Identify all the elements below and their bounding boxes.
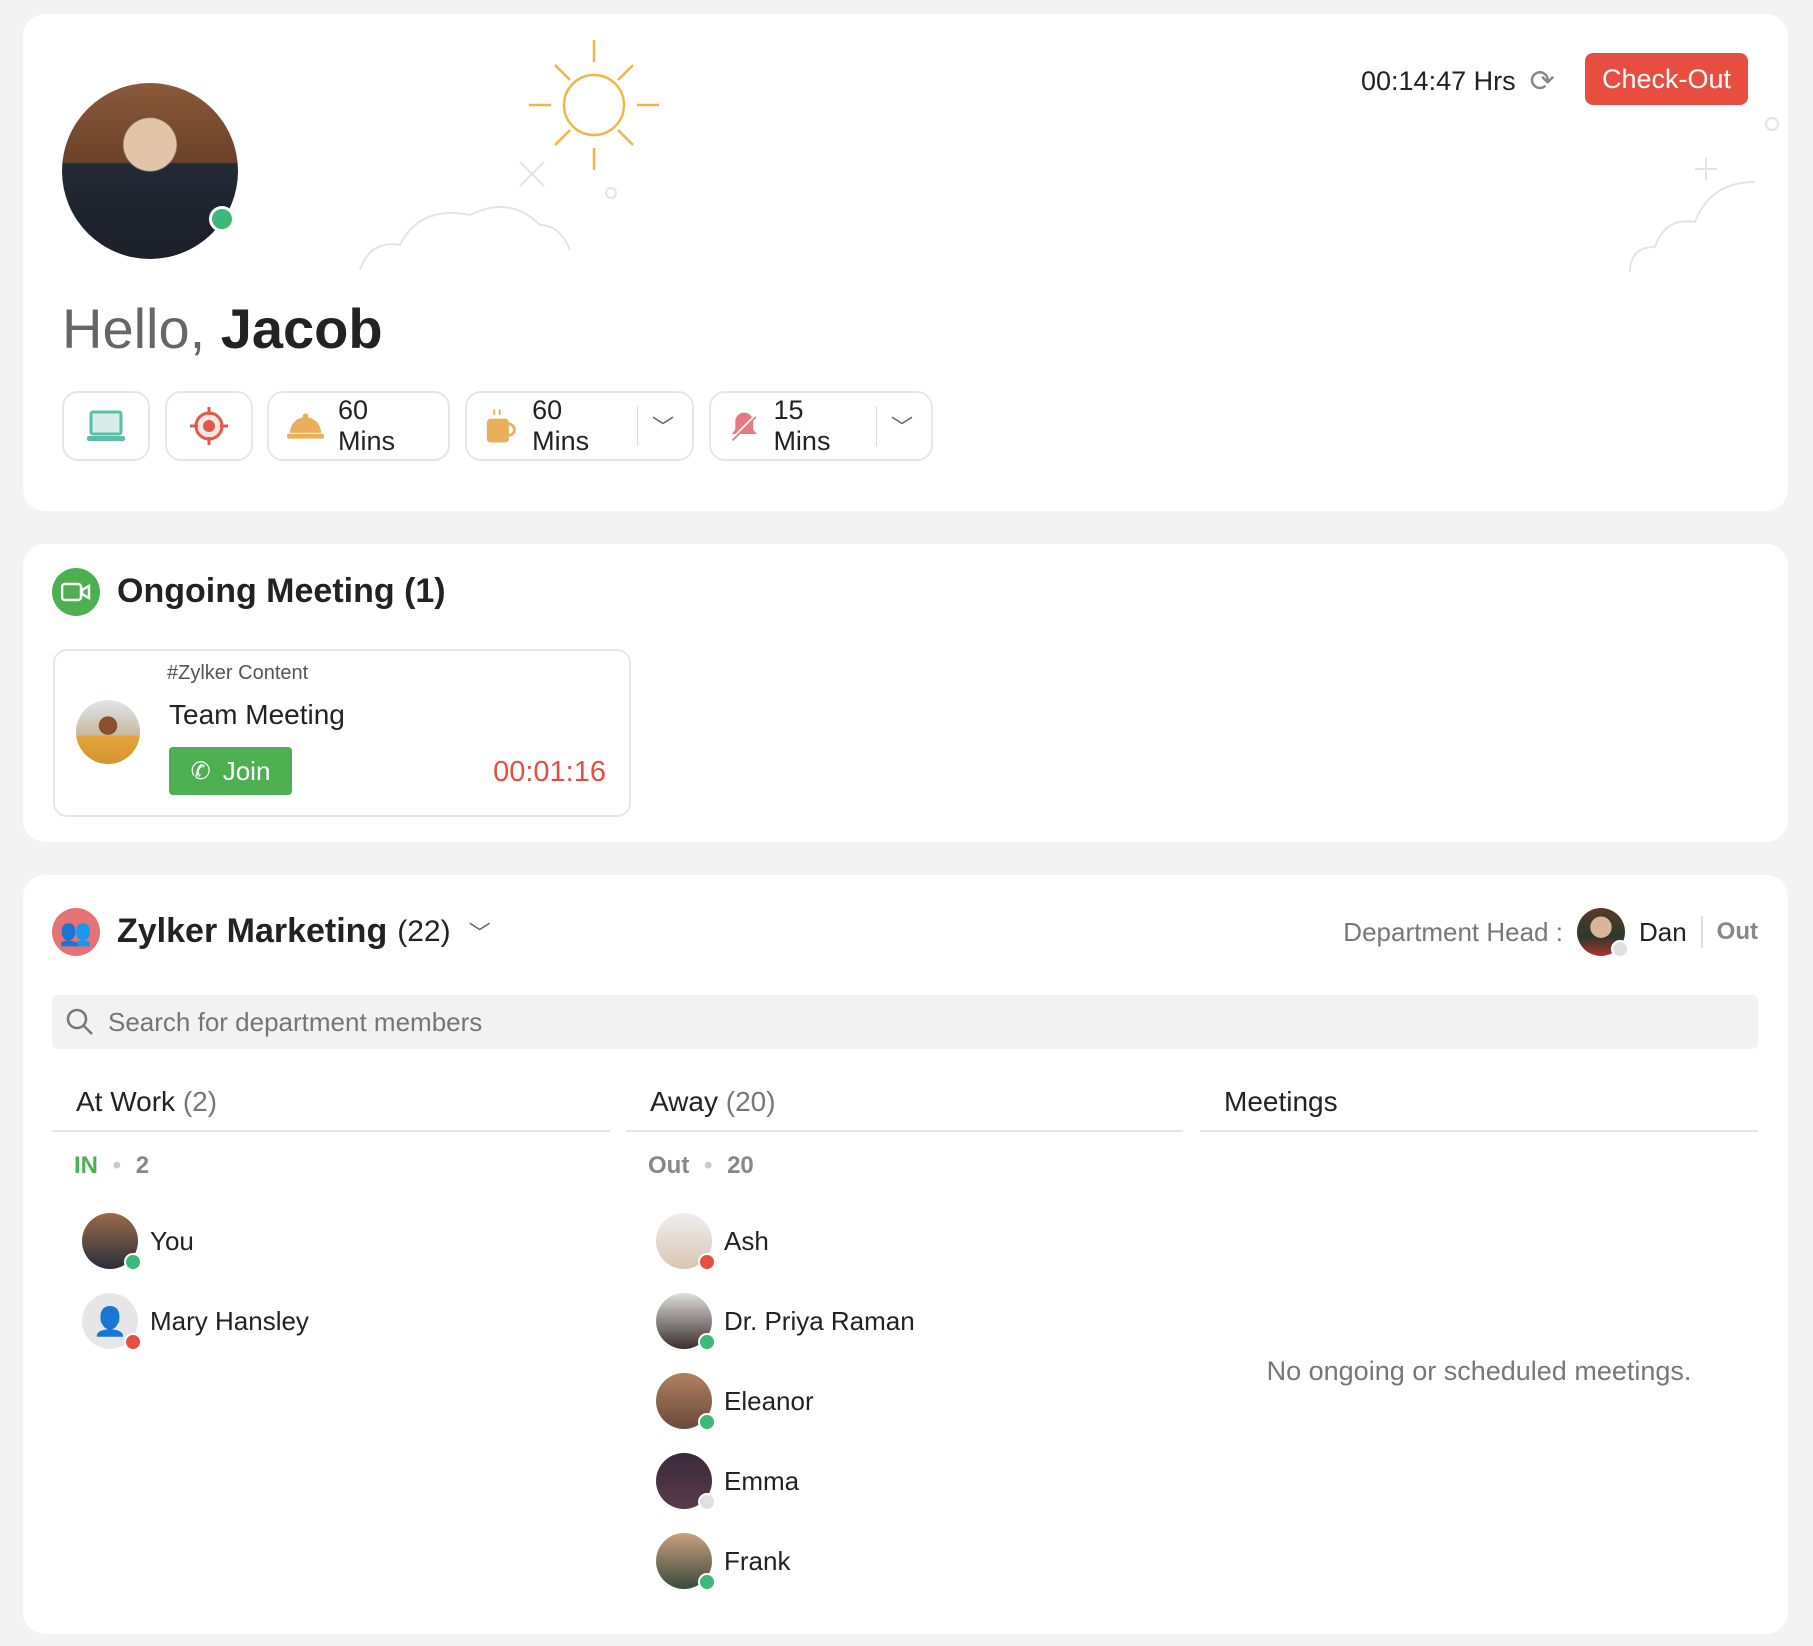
department-head-avatar[interactable] <box>1576 908 1629 958</box>
member-name: Emma <box>724 1465 800 1496</box>
coffee-break-duration: 60 Mins <box>532 395 590 456</box>
column-title: At Work <box>76 1086 176 1117</box>
department-name: Zylker Marketing <box>117 912 388 950</box>
timer-text: 00:14:47 Hrs <box>1361 66 1516 96</box>
out-count: Out • 20 <box>648 1152 754 1179</box>
in-count: IN • 2 <box>74 1152 150 1179</box>
divider <box>637 406 638 446</box>
meal-cloche-icon <box>287 413 324 439</box>
in-number: 2 <box>135 1152 150 1179</box>
member-search[interactable] <box>52 995 1758 1049</box>
member-name: Dr. Priya Raman <box>724 1305 915 1336</box>
tab-meetings[interactable]: Meetings <box>1200 1082 1758 1132</box>
search-icon <box>66 1008 93 1035</box>
department-head-label: Department Head : <box>1343 916 1563 947</box>
work-timer: 00:14:47 Hrs ⟳ <box>1361 64 1555 99</box>
online-status-dot <box>698 1333 716 1351</box>
coffee-break-button[interactable]: 60 Mins ﹀ <box>465 391 694 461</box>
member-avatar <box>656 1453 716 1511</box>
member-row[interactable]: Dr. Priya Raman <box>656 1293 915 1351</box>
busy-status-dot <box>698 1253 716 1271</box>
meal-break-button[interactable]: 60 Mins <box>267 391 450 461</box>
chevron-down-icon[interactable]: ﹀ <box>651 415 674 440</box>
meeting-channel: #Zylker Content <box>167 662 309 684</box>
on-call-status-dot <box>124 1333 142 1351</box>
coffee-cup-icon <box>486 409 516 443</box>
meal-break-duration: 60 Mins <box>337 395 395 456</box>
member-row[interactable]: Eleanor <box>656 1373 814 1431</box>
in-label: IN <box>74 1152 98 1179</box>
chevron-down-icon[interactable]: ﹀ <box>468 920 491 946</box>
online-status-dot <box>698 1413 716 1431</box>
member-row[interactable]: Frank <box>656 1533 791 1591</box>
online-status-dot <box>698 1573 716 1591</box>
cloud-illustration-icon <box>1629 117 1779 273</box>
member-avatar <box>82 1213 142 1271</box>
member-row[interactable]: Ash <box>656 1213 769 1271</box>
member-name: Mary Hansley <box>150 1305 309 1336</box>
department-head-status: Out <box>1716 918 1758 945</box>
refresh-icon[interactable]: ⟳ <box>1529 65 1555 98</box>
meeting-elapsed-time: 00:01:16 <box>493 756 606 788</box>
online-status-dot <box>124 1253 142 1271</box>
divider <box>876 406 877 446</box>
meeting-avatar <box>76 700 140 764</box>
member-name: Eleanor <box>724 1385 814 1416</box>
out-label: Out <box>648 1152 690 1179</box>
member-avatar: 👤 <box>82 1293 142 1351</box>
tab-away[interactable]: Away (20) <box>626 1082 1183 1132</box>
member-name: You <box>150 1225 194 1256</box>
ongoing-meeting-card <box>23 544 1788 842</box>
offline-status-dot <box>1610 940 1629 958</box>
laptop-icon <box>87 410 125 441</box>
out-number: 20 <box>727 1152 754 1179</box>
department-head: Department Head : Dan Out <box>1343 908 1758 958</box>
column-title: Meetings <box>1224 1086 1338 1117</box>
department-count: (22) <box>397 914 451 948</box>
ongoing-meeting-title: Ongoing Meeting (1) <box>117 572 446 610</box>
sun-illustration-icon <box>359 40 659 271</box>
greeting: Hello, Jacob <box>62 296 383 361</box>
column-title: Away <box>650 1086 718 1117</box>
user-name: Jacob <box>220 297 383 360</box>
tab-at-work[interactable]: At Work (2) <box>52 1082 610 1132</box>
member-avatar <box>656 1213 716 1271</box>
join-label: Join <box>222 755 271 786</box>
offline-status-dot <box>698 1493 716 1511</box>
member-avatar <box>656 1373 716 1431</box>
work-mode-button[interactable] <box>62 391 150 461</box>
department-card <box>23 875 1788 1634</box>
no-meetings-text: No ongoing or scheduled meetings. <box>1266 1356 1692 1386</box>
member-row[interactable]: Emma <box>656 1453 800 1511</box>
join-meeting-button[interactable]: ✆ Join <box>169 747 292 795</box>
divider <box>1700 916 1703 948</box>
meeting-item[interactable] <box>53 649 631 817</box>
member-name: Frank <box>724 1545 791 1576</box>
video-camera-icon <box>52 568 100 616</box>
department-head-name[interactable]: Dan <box>1638 916 1687 947</box>
team-icon: 👥 <box>52 908 100 956</box>
greeting-text: Hello, <box>62 297 206 360</box>
column-count: (20) <box>725 1086 776 1117</box>
meeting-name: Team Meeting <box>169 699 345 730</box>
search-input[interactable] <box>108 1006 1708 1038</box>
bell-muted-icon <box>729 412 759 442</box>
focus-target-button[interactable] <box>165 391 253 461</box>
chevron-down-icon[interactable]: ﹀ <box>890 415 913 440</box>
column-count: (2) <box>182 1086 218 1117</box>
department-title[interactable]: Zylker Marketing (22) ﹀ <box>117 912 491 951</box>
do-not-disturb-button[interactable]: 15 Mins ﹀ <box>709 391 933 461</box>
phone-icon: ✆ <box>190 757 211 785</box>
user-avatar[interactable] <box>62 83 238 259</box>
checkout-button[interactable]: Check-Out <box>1585 53 1748 105</box>
member-avatar <box>656 1533 716 1591</box>
target-icon <box>190 407 228 445</box>
member-row[interactable]: 👤 Mary Hansley <box>82 1293 309 1351</box>
online-status-dot <box>209 206 235 232</box>
member-avatar <box>656 1293 716 1351</box>
dnd-duration: 15 Mins <box>773 395 831 456</box>
member-name: Ash <box>724 1225 769 1256</box>
member-row[interactable]: You <box>82 1213 194 1271</box>
